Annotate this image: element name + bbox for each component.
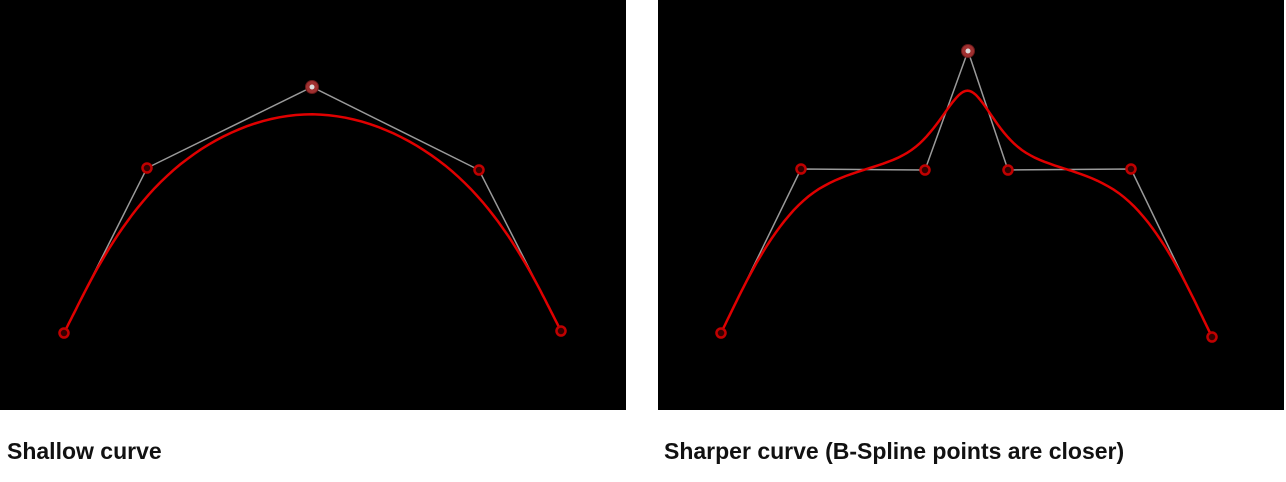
shallow-curve-canvas[interactable]	[0, 0, 626, 410]
control-point[interactable]	[1206, 331, 1218, 343]
control-point[interactable]	[1002, 164, 1014, 176]
control-point[interactable]	[1125, 163, 1137, 175]
sharper-curve-caption: Sharper curve (B-Spline points are close…	[664, 438, 1125, 464]
shallow-curve-svg	[58, 80, 567, 339]
control-point[interactable]	[141, 162, 153, 174]
selected-control-point-center[interactable]	[309, 84, 315, 90]
control-polygon	[720, 48, 1213, 338]
control-point[interactable]	[715, 327, 727, 339]
shallow-curve-caption: Shallow curve	[7, 438, 162, 464]
control-point[interactable]	[58, 327, 70, 339]
selected-control-point-center[interactable]	[965, 48, 971, 54]
sharper-curve-svg	[715, 44, 1218, 343]
sharper-curve-canvas[interactable]	[658, 0, 1284, 410]
control-point[interactable]	[473, 164, 485, 176]
control-point[interactable]	[555, 325, 567, 337]
b-spline-curve	[719, 89, 1214, 338]
control-polygon	[63, 86, 562, 334]
control-point[interactable]	[795, 163, 807, 175]
b-spline-curve	[62, 113, 563, 334]
control-point[interactable]	[919, 164, 931, 176]
